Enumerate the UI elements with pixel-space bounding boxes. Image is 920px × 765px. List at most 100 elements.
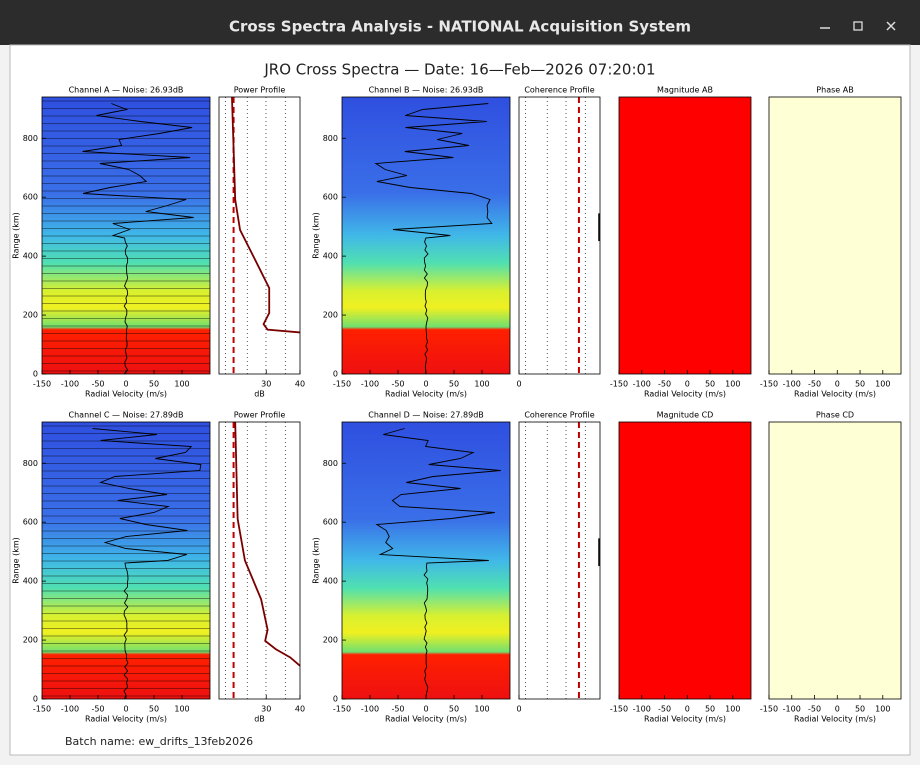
x-axis-label: dB [254,390,265,399]
x-tick-label: 50 [855,705,865,714]
x-axis-label: dB [254,715,265,724]
x-tick-label: -50 [391,380,404,389]
plot-border [218,421,301,700]
x-tick-label: 50 [705,380,715,389]
y-axis-label: Range (km) [12,537,21,584]
plot-border [618,421,752,700]
plot-border [518,421,601,700]
panel-title: Channel B — Noise: 26.93dB [369,86,484,95]
x-tick-label: -50 [391,705,404,714]
plot-area [219,97,300,374]
x-tick-label: 30 [261,705,271,714]
x-tick-label: -100 [783,380,801,389]
x-tick-label: 50 [705,705,715,714]
x-tick-label: 0 [123,380,128,389]
x-tick-label: -100 [361,705,379,714]
x-tick-label: -150 [33,705,51,714]
power-curve [231,96,301,334]
y-tick-label: 400 [23,252,38,261]
plot-border [518,96,601,375]
x-tick-label: 0 [423,705,428,714]
x-tick-label: 0 [516,380,521,389]
title-bar [0,0,920,45]
panel-title: Power Profile [234,86,286,95]
x-tick-label: -150 [610,705,628,714]
y-tick-label: 0 [33,695,38,704]
x-tick-label: 50 [149,705,159,714]
x-tick-label: 50 [449,705,459,714]
panel-title: Coherence Profile [524,86,594,95]
plot-area [519,422,600,699]
panel-title: Coherence Profile [524,411,594,420]
y-tick-label: 600 [323,193,338,202]
figure-title: JRO Cross Spectra — Date: 16—Feb—2026 07… [263,61,655,79]
x-tick-label: -150 [760,705,778,714]
x-tick-label: -100 [633,380,651,389]
y-axis-label: Range (km) [12,212,21,259]
y-tick-label: 200 [323,311,338,320]
y-tick-label: 200 [23,636,38,645]
plot-area [619,422,751,699]
panel-title: Power Profile [234,411,286,420]
x-tick-label: -50 [91,705,104,714]
y-axis-label: Range (km) [312,537,321,584]
x-tick-label: -150 [610,380,628,389]
x-tick-label: 0 [685,705,690,714]
y-tick-label: 200 [23,311,38,320]
window-title: Cross Spectra Analysis - NATIONAL Acquis… [229,18,691,36]
plot-border [768,421,902,700]
x-axis-label: Radial Velocity (m/s) [794,390,876,399]
x-tick-label: 0 [685,380,690,389]
x-axis-label: Radial Velocity (m/s) [644,390,726,399]
x-tick-label: -50 [658,705,671,714]
panel-title: Phase AB [816,86,853,95]
panel-title: Phase CD [816,411,854,420]
y-axis-label: Range (km) [312,212,321,259]
x-tick-label: 100 [725,705,740,714]
y-tick-label: 400 [323,577,338,586]
x-tick-label: -50 [658,380,671,389]
x-tick-label: -150 [760,380,778,389]
panel-title: Magnitude AB [657,86,713,95]
y-tick-label: 800 [323,459,338,468]
plot-area [219,422,300,699]
panel-title: Channel A — Noise: 26.93dB [69,86,184,95]
plot-area [619,97,751,374]
x-tick-label: -100 [61,705,79,714]
x-tick-label: -150 [333,705,351,714]
x-tick-label: 40 [295,705,305,714]
x-tick-label: 50 [855,380,865,389]
x-tick-label: 0 [516,705,521,714]
x-tick-label: 0 [835,705,840,714]
x-tick-label: 50 [449,380,459,389]
velocity-profile [375,428,501,700]
x-tick-label: -100 [783,705,801,714]
x-tick-label: 100 [725,380,740,389]
plot-border [218,96,301,375]
x-tick-label: 100 [174,380,189,389]
panel-title: Channel D — Noise: 27.89dB [368,411,484,420]
y-tick-label: 600 [23,193,38,202]
y-tick-label: 400 [323,252,338,261]
x-axis-label: Radial Velocity (m/s) [644,715,726,724]
x-tick-label: -50 [808,380,821,389]
y-tick-label: 400 [23,577,38,586]
x-tick-label: 0 [123,705,128,714]
x-tick-label: 100 [174,705,189,714]
power-curve [234,421,301,667]
x-tick-label: -150 [33,380,51,389]
close-button[interactable] [886,21,896,31]
y-tick-label: 800 [323,134,338,143]
plot-area [769,422,901,699]
maximize-button[interactable] [853,21,863,31]
x-tick-label: -100 [633,705,651,714]
velocity-profile [374,103,493,375]
x-tick-label: 30 [261,380,271,389]
y-tick-label: 600 [23,518,38,527]
y-tick-label: 0 [333,695,338,704]
panel-title: Channel C — Noise: 27.89dB [69,411,184,420]
x-tick-label: 40 [295,380,305,389]
plot-area [519,97,600,374]
